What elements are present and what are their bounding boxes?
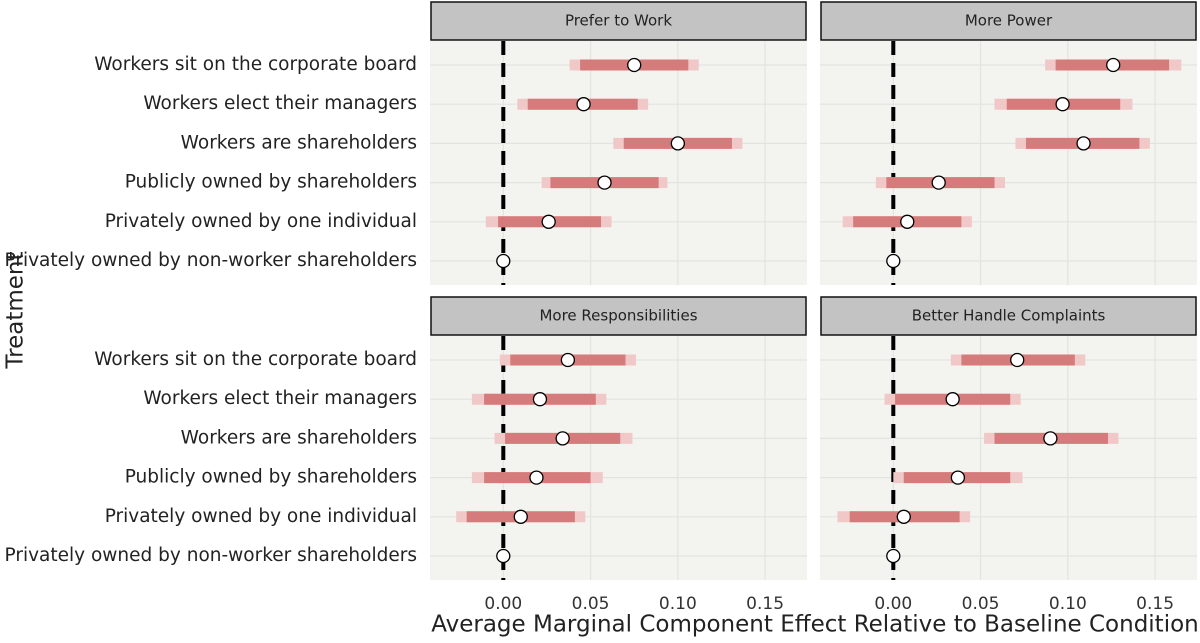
y-tick-label: Privately owned by non-worker shareholde… [5, 545, 417, 566]
estimate-point [896, 509, 911, 524]
y-tick-label: Privately owned by non-worker shareholde… [5, 250, 417, 271]
x-tick-label: 0.15 [1136, 594, 1174, 614]
y-tick-label: Workers are shareholders [181, 427, 417, 448]
y-tick-label: Workers elect their managers [143, 388, 417, 409]
estimate-point [1043, 431, 1058, 446]
estimate-point [576, 97, 591, 112]
strip-title: More Responsibilities [539, 307, 697, 325]
estimate-point [1010, 352, 1025, 368]
estimate-point [529, 470, 544, 485]
x-tick-label: 0.00 [874, 594, 912, 614]
strip [820, 1, 1197, 41]
estimate-point [886, 548, 901, 564]
estimate-point [627, 57, 642, 73]
strip-title: Prefer to Work [565, 12, 672, 30]
panel-background [430, 41, 807, 285]
panel-background [430, 336, 807, 580]
y-tick-label: Workers sit on the corporate board [94, 54, 417, 75]
estimate-point [900, 214, 915, 229]
panel-background [820, 336, 1197, 580]
estimate-point [560, 352, 576, 368]
x-axis-title: Average Marginal Component Effect Relati… [431, 612, 1199, 638]
y-axis-title: Treatment [3, 251, 29, 369]
estimate-point [931, 175, 946, 190]
estimate-point [541, 214, 556, 229]
x-tick-label: 0.10 [1049, 594, 1087, 614]
estimate-point [1076, 136, 1091, 151]
y-tick-label: Workers elect their managers [143, 93, 417, 114]
estimate-point [1055, 97, 1070, 112]
estimate-point [597, 175, 612, 190]
estimate-point [945, 392, 960, 407]
y-tick-label: Publicly owned by shareholders [125, 467, 417, 488]
y-tick-label: Workers are shareholders [181, 132, 417, 153]
estimate-point [670, 136, 685, 151]
x-tick-label: 0.15 [746, 594, 784, 614]
x-tick-label: 0.05 [572, 594, 610, 614]
x-tick-label: 0.10 [659, 594, 697, 614]
estimate-point [886, 253, 901, 269]
strip [430, 1, 807, 41]
estimate-point [496, 548, 511, 564]
x-tick-label: 0.05 [962, 594, 1000, 614]
panel-background [820, 41, 1197, 285]
y-tick-label: Publicly owned by shareholders [125, 172, 417, 193]
estimate-point [555, 431, 570, 446]
estimate-point [532, 392, 548, 407]
estimate-point [1106, 57, 1121, 73]
estimate-point [496, 253, 511, 269]
strip [430, 296, 807, 336]
strip-title: More Power [965, 12, 1053, 30]
strip [820, 296, 1197, 336]
estimate-point [950, 470, 966, 485]
y-tick-label: Privately owned by one individual [105, 211, 417, 232]
y-tick-label: Privately owned by one individual [105, 506, 417, 527]
strip-title: Better Handle Complaints [912, 307, 1106, 325]
y-tick-label: Workers sit on the corporate board [94, 349, 417, 370]
estimate-point [513, 509, 528, 524]
x-tick-label: 0.00 [484, 594, 522, 614]
